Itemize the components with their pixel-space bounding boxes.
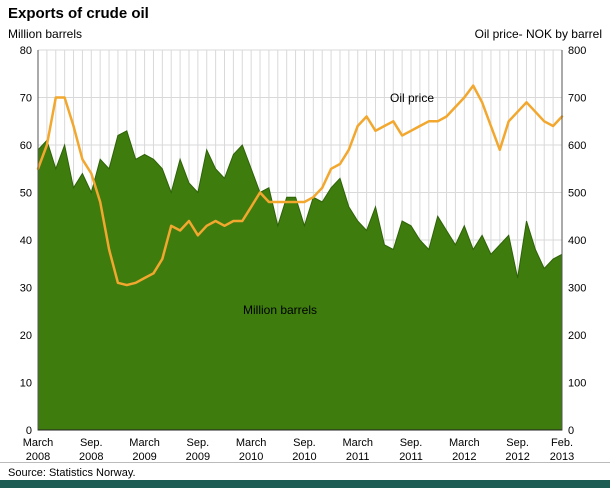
oil-price-annotation: Oil price (390, 91, 434, 105)
right-ytick-label: 100 (568, 378, 586, 390)
xtick-label-year: 2011 (346, 451, 370, 462)
xtick-label-year: 2010 (292, 451, 316, 462)
left-ytick-label: 0 (26, 425, 32, 437)
right-ytick-label: 600 (568, 140, 586, 152)
xtick-label-month: Feb. (551, 437, 573, 449)
left-ytick-label: 50 (20, 188, 32, 200)
xtick-label-month: Sep. (187, 437, 210, 449)
right-ytick-label: 300 (568, 283, 586, 295)
source-divider (0, 462, 610, 463)
chart-plot: 0102030405060708001002003004005006007008… (20, 45, 587, 462)
xtick-label-year: 2012 (505, 451, 529, 462)
left-ytick-label: 70 (20, 93, 32, 105)
xtick-label-month: March (23, 437, 54, 449)
xtick-label-year: 2012 (452, 451, 476, 462)
left-axis-label: Million barrels (8, 27, 83, 41)
xtick-label-year: 2011 (399, 451, 423, 462)
xtick-label-month: Sep. (293, 437, 316, 449)
xtick-label-month: March (236, 437, 267, 449)
xtick-label-year: 2008 (26, 451, 50, 462)
footer-bar (0, 480, 610, 488)
left-ytick-label: 60 (20, 140, 32, 152)
xtick-label-year: 2009 (186, 451, 210, 462)
xtick-label-month: Sep. (400, 437, 423, 449)
right-ytick-label: 700 (568, 93, 586, 105)
right-axis-label: Oil price- NOK by barrel (474, 27, 602, 41)
right-ytick-label: 400 (568, 235, 586, 247)
left-ytick-label: 80 (20, 45, 32, 57)
oil-price-line (36, 84, 564, 287)
right-ytick-label: 500 (568, 188, 586, 200)
right-ytick-label: 0 (568, 425, 574, 437)
right-ytick-label: 200 (568, 330, 586, 342)
xtick-label-month: March (449, 437, 480, 449)
source-text: Source: Statistics Norway. (8, 467, 136, 479)
xtick-label-year: 2008 (79, 451, 103, 462)
left-ytick-label: 20 (20, 330, 32, 342)
xtick-label-year: 2013 (550, 451, 574, 462)
right-ytick-label: 800 (568, 45, 586, 57)
chart-title: Exports of crude oil (8, 5, 149, 22)
xtick-label-year: 2009 (132, 451, 156, 462)
left-ytick-label: 40 (20, 235, 32, 247)
xtick-label-month: Sep. (506, 437, 529, 449)
xtick-label-year: 2010 (239, 451, 263, 462)
xtick-label-month: March (342, 437, 373, 449)
xtick-label-month: Sep. (80, 437, 103, 449)
left-ytick-label: 10 (20, 378, 32, 390)
xtick-label-month: March (129, 437, 160, 449)
left-ytick-label: 30 (20, 283, 32, 295)
million-barrels-annotation: Million barrels (243, 303, 317, 317)
